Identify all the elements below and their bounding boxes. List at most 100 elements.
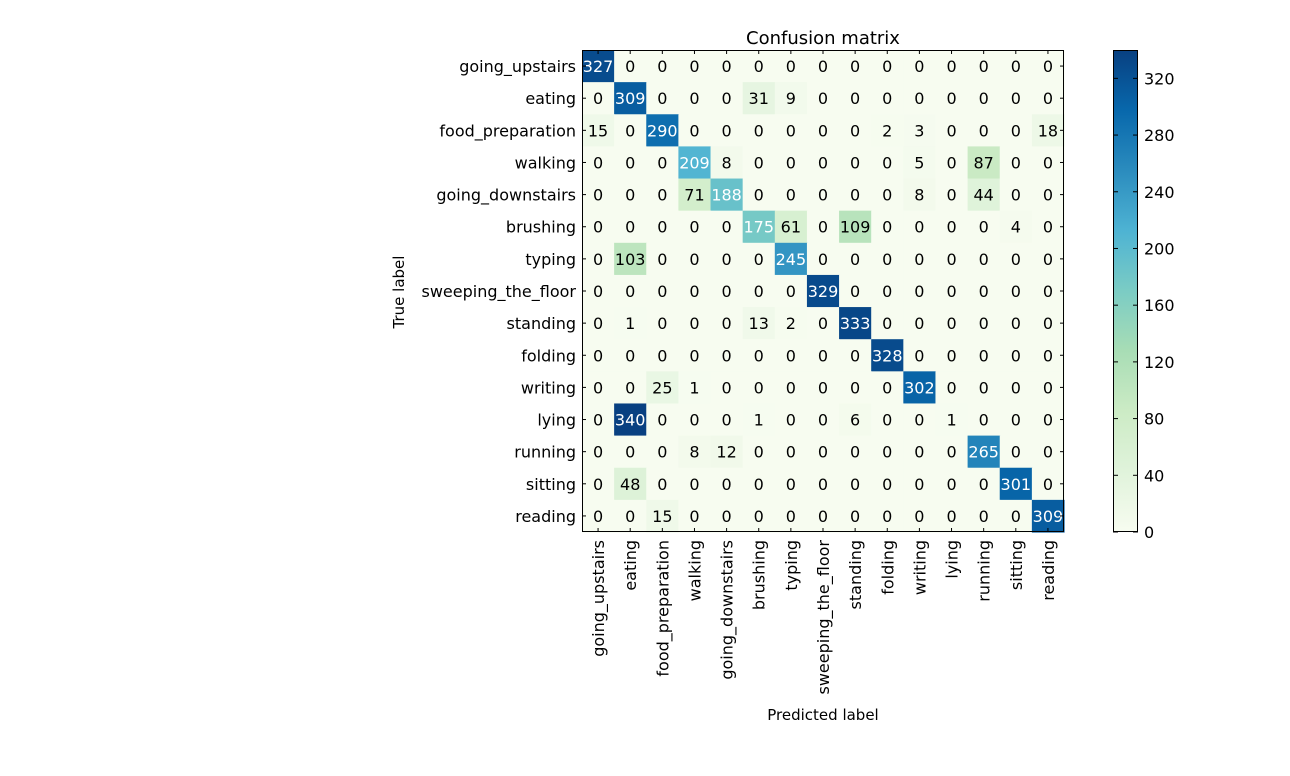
heatmap-cell xyxy=(742,242,776,276)
heatmap-cell xyxy=(871,82,904,115)
heatmap-cell xyxy=(582,339,615,372)
cell-value-label: 0 xyxy=(882,507,892,526)
cell-value-label: 0 xyxy=(850,250,860,269)
cell-value-label: 1 xyxy=(689,378,699,397)
heatmap-cell xyxy=(806,339,840,372)
heatmap-cell xyxy=(678,82,712,115)
x-tick-label: sitting xyxy=(1007,540,1026,590)
cell-value-label: 0 xyxy=(689,218,699,237)
cell-value-label: 0 xyxy=(850,57,860,76)
heatmap-cell xyxy=(678,50,712,83)
heatmap-cell xyxy=(935,467,969,501)
heatmap-cell xyxy=(999,178,1033,212)
cell-value-label: 12 xyxy=(716,443,736,462)
heatmap-cell xyxy=(710,307,744,340)
heatmap-cell xyxy=(967,146,1001,180)
cell-value-label: 0 xyxy=(946,346,956,365)
x-tick-label: eating xyxy=(621,540,640,591)
heatmap-cell xyxy=(742,403,776,437)
heatmap-cell xyxy=(999,339,1033,372)
x-tick-label: going_downstairs xyxy=(718,540,738,680)
heatmap-cell xyxy=(967,371,1001,405)
cell-value-label: 0 xyxy=(657,475,667,494)
cell-value-label: 0 xyxy=(657,346,667,365)
cell-value-label: 0 xyxy=(1011,250,1021,269)
heatmap-cell xyxy=(967,50,1001,83)
cell-value-label: 0 xyxy=(979,314,989,333)
cell-value-label: 0 xyxy=(946,89,956,108)
heatmap-cell xyxy=(774,114,808,147)
cell-value-label: 87 xyxy=(973,153,993,172)
heatmap-cell xyxy=(839,499,872,533)
cell-value-label: 0 xyxy=(754,186,764,205)
cell-value-label: 0 xyxy=(689,57,699,76)
cell-value-label: 0 xyxy=(850,121,860,140)
x-tick-label: running xyxy=(975,540,994,602)
heatmap-cell xyxy=(582,114,615,147)
cell-value-label: 0 xyxy=(850,378,860,397)
heatmap-cell xyxy=(678,274,712,308)
heatmap-cell xyxy=(774,467,808,501)
heatmap-cell xyxy=(839,82,872,115)
cell-value-label: 0 xyxy=(689,475,699,494)
heatmap-cell xyxy=(967,242,1001,276)
heatmap-cell xyxy=(614,274,647,308)
heatmap-cell xyxy=(903,242,937,276)
heatmap-cell xyxy=(806,178,840,212)
heatmap-cell xyxy=(678,242,712,276)
heatmap-cell xyxy=(903,82,937,115)
heatmap-cell xyxy=(839,403,872,437)
heatmap-cell xyxy=(646,499,679,533)
y-tick-label: eating xyxy=(525,89,576,108)
heatmap-cell xyxy=(774,371,808,405)
cell-value-label: 0 xyxy=(625,443,635,462)
cell-value-label: 0 xyxy=(946,378,956,397)
cell-value-label: 0 xyxy=(946,186,956,205)
heatmap-cell xyxy=(806,210,840,244)
cell-value-label: 0 xyxy=(1043,89,1053,108)
heatmap-cell xyxy=(742,307,776,340)
heatmap-cell xyxy=(806,307,840,340)
cell-value-label: 0 xyxy=(657,250,667,269)
heatmap-cell xyxy=(614,467,647,501)
heatmap-cell xyxy=(999,114,1033,147)
heatmap-cell xyxy=(582,82,615,115)
cell-value-label: 0 xyxy=(657,443,667,462)
heatmap-cell xyxy=(742,274,776,308)
heatmap-cell xyxy=(935,50,969,83)
heatmap-cell xyxy=(935,499,969,533)
cell-value-label: 0 xyxy=(786,121,796,140)
heatmap-cell xyxy=(806,50,840,83)
cell-value-label: 333 xyxy=(840,314,871,333)
cell-value-label: 0 xyxy=(722,475,732,494)
y-tick-label: sitting xyxy=(526,475,576,494)
heatmap-cell xyxy=(935,307,969,340)
cell-value-label: 0 xyxy=(979,507,989,526)
heatmap-cell xyxy=(614,82,647,115)
heatmap-cell xyxy=(614,146,647,180)
cell-value-label: 0 xyxy=(1043,378,1053,397)
cell-value-label: 0 xyxy=(786,443,796,462)
cell-value-label: 0 xyxy=(593,443,603,462)
cell-value-label: 0 xyxy=(914,57,924,76)
heatmap-cell xyxy=(678,403,712,437)
heatmap-cell xyxy=(1031,339,1065,372)
cell-value-label: 0 xyxy=(657,314,667,333)
cell-value-label: 0 xyxy=(786,475,796,494)
heatmap-cell xyxy=(871,499,904,533)
heatmap-cell xyxy=(678,371,712,405)
heatmap-cell xyxy=(1031,274,1065,308)
y-tick-label: writing xyxy=(521,378,576,397)
heatmap-cell xyxy=(903,114,937,147)
cell-value-label: 0 xyxy=(657,186,667,205)
heatmap-cell xyxy=(903,403,937,437)
cell-value-label: 0 xyxy=(818,378,828,397)
colorbar-tick-label: 280 xyxy=(1144,126,1175,145)
heatmap-cell xyxy=(903,146,937,180)
heatmap-cells xyxy=(582,50,1065,533)
heatmap-cell xyxy=(806,242,840,276)
heatmap-cell xyxy=(774,210,808,244)
heatmap-cell xyxy=(935,403,969,437)
cell-value-label: 0 xyxy=(1043,282,1053,301)
cell-value-label: 0 xyxy=(850,282,860,301)
